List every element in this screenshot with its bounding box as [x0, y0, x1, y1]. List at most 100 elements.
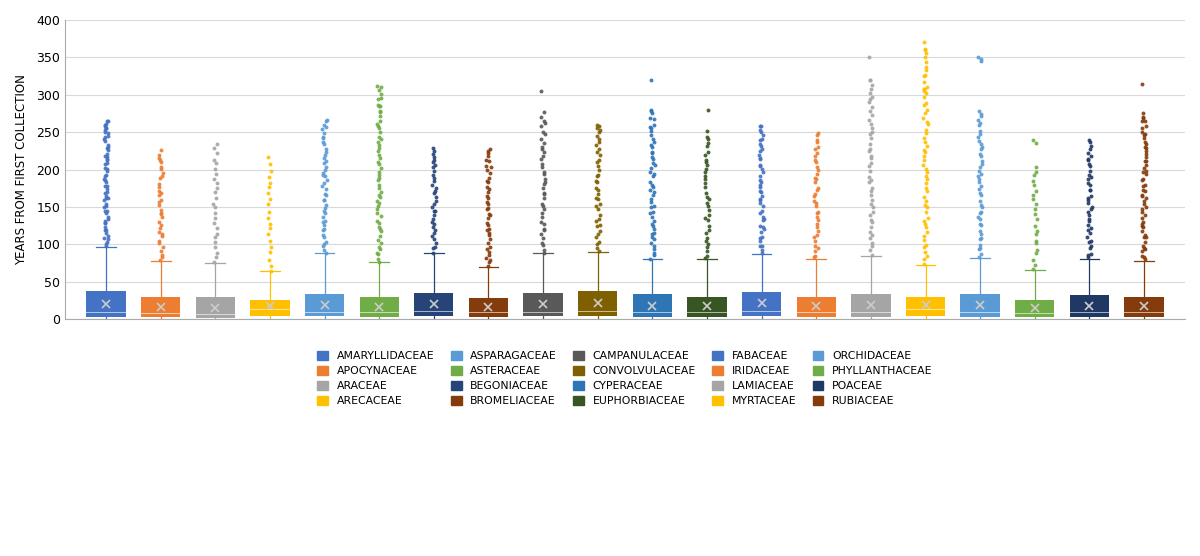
Point [259, 255, 278, 264]
Point [917, 118, 936, 127]
Point [314, 121, 334, 130]
Point [589, 122, 608, 131]
Point [426, 239, 445, 247]
Point [317, 145, 336, 153]
Point [533, 127, 552, 136]
Point [149, 201, 168, 210]
Point [914, 85, 934, 93]
Point [372, 90, 391, 98]
Point [368, 100, 388, 109]
Point [368, 175, 388, 184]
Point [1133, 175, 1152, 184]
Bar [305, 295, 344, 316]
Point [370, 141, 389, 150]
Point [808, 138, 827, 147]
Point [316, 165, 335, 174]
Point [151, 162, 170, 171]
Point [532, 113, 551, 122]
Point [481, 242, 500, 251]
Point [972, 191, 991, 200]
Point [587, 232, 606, 241]
Point [1134, 253, 1153, 262]
Point [916, 71, 935, 80]
Point [205, 242, 224, 251]
Point [643, 230, 662, 239]
Point [1079, 198, 1098, 207]
Point [98, 235, 118, 244]
Point [808, 170, 827, 178]
Point [1136, 167, 1156, 176]
Point [260, 237, 280, 246]
Point [973, 203, 992, 212]
Point [914, 255, 934, 264]
Point [317, 116, 336, 125]
Point [206, 170, 226, 178]
Point [478, 152, 497, 161]
Point [97, 124, 116, 133]
Point [808, 142, 827, 151]
Point [1024, 190, 1043, 199]
Point [863, 102, 882, 111]
Point [805, 145, 824, 153]
Point [532, 209, 551, 218]
Point [643, 232, 662, 241]
Point [696, 158, 715, 167]
Point [750, 242, 769, 251]
Point [533, 202, 552, 211]
Point [863, 127, 882, 136]
Point [314, 206, 334, 215]
Point [588, 239, 607, 248]
Point [96, 120, 115, 129]
Point [916, 138, 935, 147]
Point [808, 213, 827, 222]
Point [697, 199, 716, 208]
Point [863, 239, 882, 247]
Point [98, 129, 118, 138]
Point [260, 224, 280, 232]
Point [1136, 140, 1156, 148]
Point [479, 203, 498, 212]
Point [972, 111, 991, 120]
Point [863, 250, 882, 259]
Point [1135, 130, 1154, 138]
Point [150, 155, 169, 164]
Point [95, 234, 114, 243]
Point [1133, 113, 1152, 122]
Point [643, 153, 662, 162]
Point [1082, 202, 1102, 211]
Point [314, 179, 334, 188]
Point [642, 147, 661, 156]
Point [641, 123, 660, 132]
Point [1027, 215, 1046, 224]
Point [480, 157, 499, 166]
Point [644, 216, 664, 225]
Point [370, 257, 389, 266]
Point [97, 152, 116, 161]
Point [641, 209, 660, 218]
Point [588, 195, 607, 203]
Point [1136, 193, 1156, 202]
Point [372, 163, 391, 172]
Point [1135, 142, 1154, 151]
Point [917, 48, 936, 57]
Point [1080, 186, 1099, 195]
Point [152, 229, 172, 238]
Point [642, 239, 661, 247]
Point [97, 185, 116, 194]
Point [205, 238, 224, 247]
Point [424, 156, 443, 165]
Point [368, 236, 388, 245]
Bar [360, 297, 398, 317]
Point [752, 130, 772, 139]
Point [587, 201, 606, 210]
Point [1133, 205, 1152, 214]
Point [205, 208, 224, 217]
Point [1078, 196, 1097, 205]
Point [370, 160, 389, 168]
Point [860, 76, 880, 85]
Point [97, 181, 116, 190]
Point [479, 200, 498, 208]
Point [1133, 191, 1152, 200]
Point [208, 249, 227, 257]
Point [370, 173, 389, 182]
